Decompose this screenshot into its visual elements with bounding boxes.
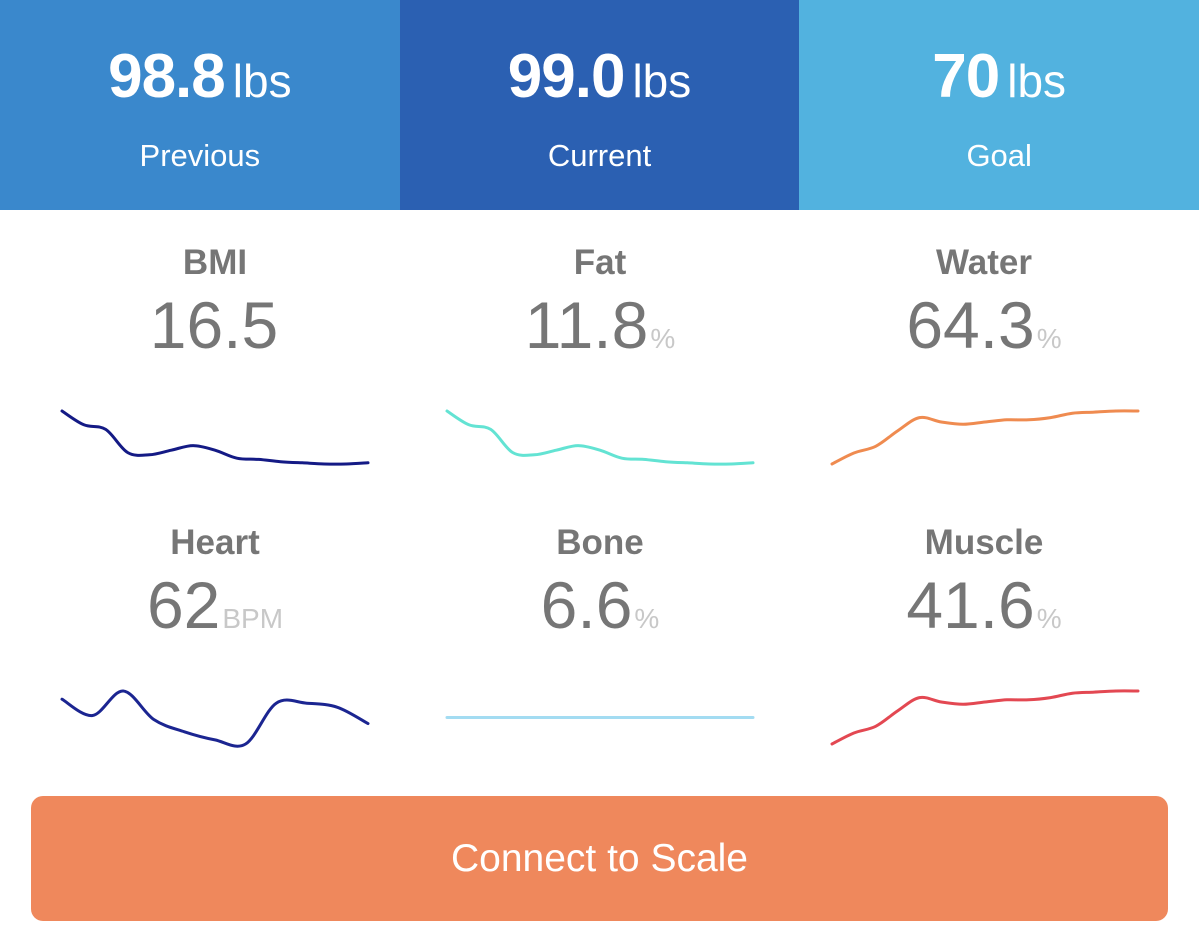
bone-unit: % <box>634 603 660 634</box>
fat-value: 11.8 <box>524 288 649 362</box>
weight-summary-header: 98.8 lbs Previous 99.0 lbs Current 70 lbs G… <box>0 0 1199 210</box>
fat-trend-line <box>445 409 755 466</box>
muscle-unit: % <box>1036 603 1062 634</box>
heart-metric[interactable]: Heart 62BPM <box>15 523 415 660</box>
bone-metric[interactable]: Bone 6.6% <box>400 523 800 660</box>
water-title: Water <box>936 243 1032 282</box>
water-unit: % <box>1036 323 1062 354</box>
water-metric[interactable]: Water 64.3% <box>784 243 1184 380</box>
fat-title: Fat <box>573 243 627 282</box>
fat-metric[interactable]: Fat 11.8% <box>400 243 800 380</box>
heart-value: 62 <box>146 568 221 642</box>
previous-weight-unit: lbs <box>232 55 292 107</box>
fat-trend-sparkline <box>445 409 755 466</box>
heart-unit: BPM <box>222 603 284 634</box>
fat-unit: % <box>650 323 676 354</box>
muscle-value: 41.6 <box>906 568 1035 642</box>
bmi-metric[interactable]: BMI 16.5 <box>15 243 415 380</box>
goal-weight-unit: lbs <box>1007 55 1067 107</box>
current-weight-label: Current <box>547 138 652 173</box>
goal-weight-panel[interactable]: 70 lbs Goal <box>799 0 1199 210</box>
previous-weight-panel: 98.8 lbs Previous <box>0 0 400 210</box>
bmi-trend-sparkline <box>60 409 370 466</box>
water-value: 64.3 <box>906 288 1035 362</box>
water-trend-sparkline <box>830 409 1140 466</box>
current-weight-panel: 99.0 lbs Current <box>399 0 800 210</box>
bmi-trend-line <box>60 409 370 466</box>
muscle-title: Muscle <box>924 523 1044 562</box>
current-weight-value: 99.0 <box>507 42 626 111</box>
muscle-trend-sparkline <box>830 689 1140 746</box>
water-trend-line <box>830 409 1140 466</box>
bone-trend-sparkline <box>445 716 755 719</box>
heart-title: Heart <box>170 523 260 562</box>
bmi-title: BMI <box>182 243 248 282</box>
heart-trend-line <box>60 689 370 748</box>
heart-trend-sparkline <box>60 689 370 748</box>
connect-to-scale-label: Connect to Scale <box>450 836 748 880</box>
metrics-grid: BMI 16.5 Fat 11.8% Water 64.3% Heart 62B… <box>0 210 1199 795</box>
muscle-metric[interactable]: Muscle 41.6% <box>784 523 1184 660</box>
current-weight-unit: lbs <box>632 55 692 107</box>
bmi-value: 16.5 <box>149 288 279 362</box>
bone-title: Bone <box>556 523 644 562</box>
bone-value: 6.6 <box>540 568 633 642</box>
goal-weight-value: 70 <box>932 42 1000 111</box>
goal-weight-label: Goal <box>966 138 1032 173</box>
connect-to-scale-button[interactable]: Connect to Scale <box>31 796 1168 921</box>
previous-weight-label: Previous <box>139 138 261 173</box>
previous-weight-value: 98.8 <box>108 42 226 111</box>
muscle-trend-line <box>830 689 1140 746</box>
